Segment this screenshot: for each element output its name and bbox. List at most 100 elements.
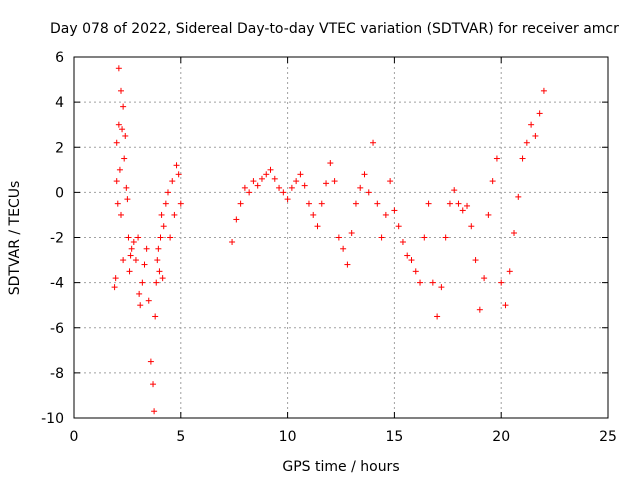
data-point bbox=[117, 87, 124, 94]
x-tick-label: 20 bbox=[492, 429, 510, 445]
data-points bbox=[111, 65, 547, 415]
data-point bbox=[158, 211, 165, 218]
data-point bbox=[288, 184, 295, 191]
data-point bbox=[340, 245, 347, 252]
y-tick-label: 2 bbox=[55, 140, 64, 156]
data-point bbox=[459, 207, 466, 214]
data-point bbox=[417, 279, 424, 286]
data-point bbox=[116, 166, 123, 173]
data-point bbox=[425, 200, 432, 207]
data-point bbox=[361, 171, 368, 178]
data-point bbox=[135, 234, 142, 241]
data-point bbox=[429, 279, 436, 286]
data-point bbox=[124, 196, 131, 203]
x-tick-label: 5 bbox=[176, 429, 185, 445]
y-tick-label: -2 bbox=[50, 231, 64, 247]
data-point bbox=[154, 257, 161, 264]
y-tick-label: 0 bbox=[55, 185, 64, 201]
data-point bbox=[171, 211, 178, 218]
x-axis-label: GPS time / hours bbox=[282, 459, 399, 475]
y-tick-label: 4 bbox=[55, 95, 64, 111]
data-point bbox=[378, 234, 385, 241]
data-point bbox=[126, 268, 133, 275]
data-point bbox=[113, 139, 120, 146]
data-point bbox=[250, 178, 257, 185]
data-point bbox=[493, 155, 500, 162]
data-point bbox=[468, 223, 475, 230]
data-point bbox=[293, 178, 300, 185]
data-point bbox=[438, 284, 445, 291]
data-point bbox=[348, 229, 355, 236]
data-point bbox=[121, 155, 128, 162]
data-point bbox=[344, 261, 351, 268]
data-point bbox=[123, 184, 130, 191]
data-point bbox=[374, 200, 381, 207]
data-point bbox=[297, 171, 304, 178]
data-point bbox=[399, 239, 406, 246]
x-tick-label: 0 bbox=[70, 429, 79, 445]
y-tick-label: -10 bbox=[41, 411, 64, 427]
data-point bbox=[267, 166, 274, 173]
y-axis-label: SDTVAR / TECUs bbox=[7, 181, 23, 296]
data-point bbox=[382, 211, 389, 218]
data-point bbox=[323, 180, 330, 187]
data-point bbox=[421, 234, 428, 241]
data-point bbox=[412, 268, 419, 275]
data-point bbox=[395, 223, 402, 230]
data-point bbox=[145, 297, 152, 304]
data-point bbox=[519, 155, 526, 162]
data-point bbox=[370, 139, 377, 146]
data-point bbox=[498, 279, 505, 286]
data-point bbox=[540, 87, 547, 94]
data-point bbox=[229, 239, 236, 246]
chart-title: Day 078 of 2022, Sidereal Day-to-day VTE… bbox=[50, 21, 619, 37]
x-tick-label: 15 bbox=[385, 429, 403, 445]
data-point bbox=[451, 187, 458, 194]
data-point bbox=[352, 200, 359, 207]
data-point bbox=[485, 211, 492, 218]
data-point bbox=[119, 126, 126, 133]
data-point bbox=[301, 182, 308, 189]
data-point bbox=[434, 313, 441, 320]
data-point bbox=[472, 257, 479, 264]
data-point bbox=[155, 245, 162, 252]
data-point bbox=[132, 257, 139, 264]
data-point bbox=[280, 189, 287, 196]
data-point bbox=[128, 245, 135, 252]
data-point bbox=[162, 200, 169, 207]
data-point bbox=[528, 121, 535, 128]
data-point bbox=[147, 358, 154, 365]
x-tick-label: 25 bbox=[599, 429, 617, 445]
data-point bbox=[254, 182, 261, 189]
data-point bbox=[169, 178, 176, 185]
data-point bbox=[365, 189, 372, 196]
data-point bbox=[115, 121, 122, 128]
data-point bbox=[111, 284, 118, 291]
data-point bbox=[532, 132, 539, 139]
data-point bbox=[117, 211, 124, 218]
data-point bbox=[141, 261, 148, 268]
data-point bbox=[318, 200, 325, 207]
y-tick-label: 6 bbox=[55, 50, 64, 66]
data-point bbox=[536, 110, 543, 117]
data-point bbox=[120, 103, 127, 110]
data-point bbox=[233, 216, 240, 223]
data-point bbox=[152, 313, 159, 320]
data-point bbox=[464, 202, 471, 209]
data-point bbox=[156, 268, 163, 275]
x-tick-label: 10 bbox=[279, 429, 297, 445]
data-point bbox=[137, 302, 144, 309]
data-point bbox=[305, 200, 312, 207]
data-point bbox=[177, 200, 184, 207]
data-point bbox=[331, 178, 338, 185]
data-point bbox=[114, 200, 121, 207]
data-point bbox=[476, 306, 483, 313]
data-point bbox=[357, 184, 364, 191]
y-tick-label: -4 bbox=[50, 276, 64, 292]
data-point bbox=[523, 139, 530, 146]
data-point bbox=[446, 200, 453, 207]
data-point bbox=[173, 162, 180, 169]
data-point bbox=[150, 381, 157, 388]
